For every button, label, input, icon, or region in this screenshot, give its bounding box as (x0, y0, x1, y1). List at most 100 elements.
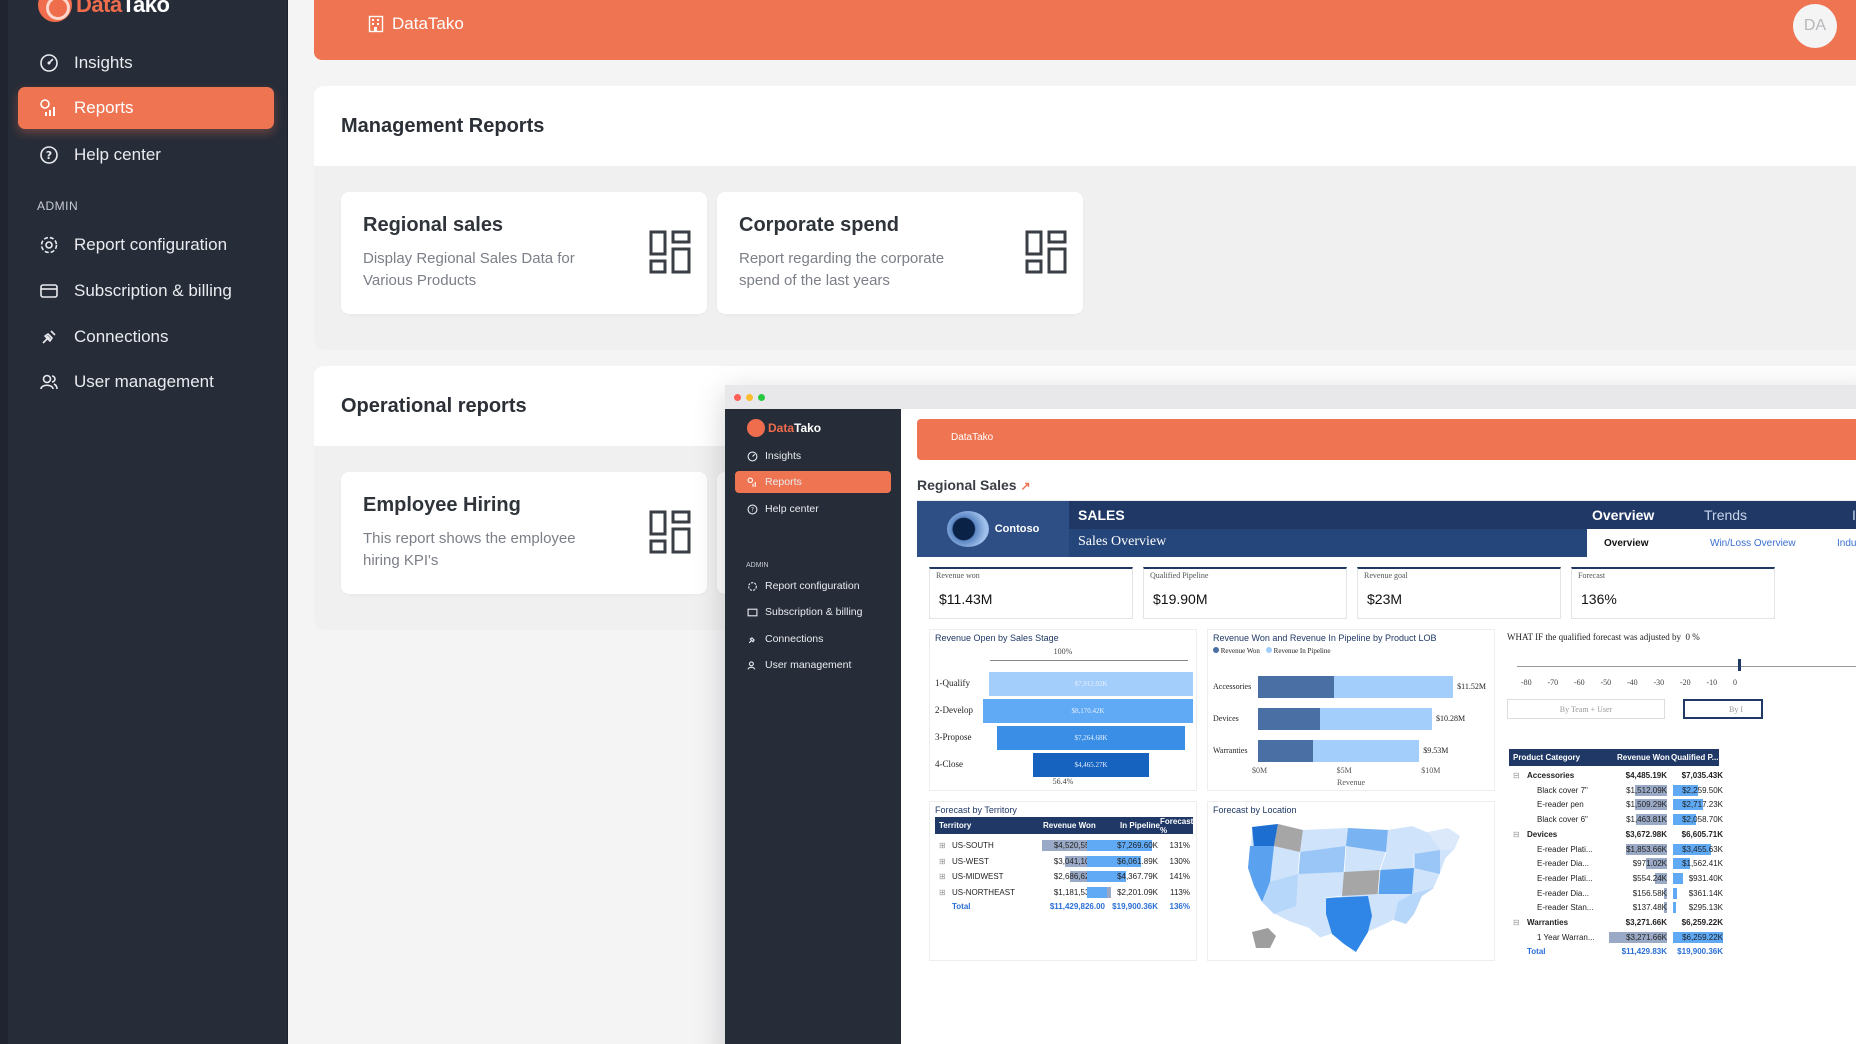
report-card-employee-hiring[interactable]: Employee Hiring This report shows the em… (341, 472, 707, 594)
sidebar-item-report-configuration[interactable]: Report configuration (18, 224, 274, 266)
nav-label: Help center (765, 503, 819, 515)
expand-icon[interactable]: ⊞ (939, 856, 946, 866)
product-category-table: Product Category Revenue Won Qualified P… (1509, 749, 1856, 961)
pbi-subtab-overview[interactable]: Overview (1604, 538, 1649, 549)
by-industry-button[interactable]: By I (1683, 699, 1763, 719)
column-header[interactable]: Revenue Won (1043, 821, 1096, 830)
card-description: Report regarding the corporate spend of … (739, 250, 945, 289)
funnel-bar[interactable]: $7,912.02K (989, 672, 1193, 696)
admin-section-label: ADMIN (37, 199, 79, 213)
close-icon[interactable] (734, 394, 741, 401)
funnel-stage-label: 3-Propose (935, 732, 972, 742)
pbi-subtab-winloss[interactable]: Win/Loss Overview (1710, 538, 1796, 549)
expand-icon[interactable]: ⊞ (939, 887, 946, 897)
product-name: Accessories (1527, 771, 1575, 780)
whatif-slider-handle[interactable] (1738, 659, 1741, 671)
won-value: $4,520,554.00 (1053, 841, 1105, 850)
collapse-icon[interactable]: ⊟ (1513, 771, 1520, 780)
preview-nav-user-management[interactable]: User management (735, 654, 891, 676)
column-header[interactable]: Product Category (1513, 753, 1581, 762)
funnel-bottom-label: 56.4% (1052, 777, 1074, 786)
preview-nav-insights[interactable]: Insights (735, 445, 891, 467)
pipeline-value: $7,269.60K (1117, 841, 1158, 850)
preview-nav-help-center[interactable]: ? Help center (735, 498, 891, 520)
column-header[interactable]: In Pipeline (1120, 821, 1161, 830)
top-bar: DataTako (314, 0, 1856, 60)
won-bar (1663, 887, 1667, 899)
sidebar-item-reports[interactable]: Reports (18, 87, 274, 129)
collapse-icon[interactable]: ⊟ (1513, 918, 1520, 927)
nav-label: Insights (765, 450, 802, 462)
pbi-tab-more[interactable]: I (1852, 507, 1856, 523)
product-name: E-reader Plati... (1537, 873, 1593, 883)
slider-tick-label: 0 (1733, 678, 1737, 687)
revenue-pipeline-bar[interactable] (1333, 676, 1454, 698)
logo[interactable]: DataTako (38, 0, 170, 22)
funnel-bar[interactable]: $7,264.68K (997, 726, 1185, 750)
revenue-pipeline-bar[interactable] (1320, 708, 1432, 730)
product-name: E-reader Plati... (1537, 844, 1593, 854)
report-card-corporate-spend[interactable]: Corporate spend Report regarding the cor… (717, 192, 1083, 314)
minimize-icon[interactable] (746, 394, 753, 401)
preview-nav-connections[interactable]: Connections (735, 628, 891, 650)
dashboard-icon (649, 510, 691, 554)
won-value: $1,512.09K (1626, 785, 1667, 795)
org-switcher[interactable]: DataTako (368, 14, 464, 34)
org-name: DataTako (392, 14, 464, 33)
avatar[interactable]: DA (1793, 4, 1837, 48)
us-map[interactable] (1208, 802, 1496, 962)
gauge-icon (746, 450, 758, 462)
by-team-user-button[interactable]: By Team + User (1507, 699, 1665, 719)
column-header[interactable]: Revenue Won (1617, 753, 1670, 762)
revenue-won-bar[interactable] (1258, 740, 1314, 762)
preview-org-name: DataTako (951, 432, 994, 443)
column-header[interactable]: Qualified P... (1671, 753, 1719, 762)
kpi-card: Revenue goal $23M (1357, 567, 1561, 619)
won-value: $11,429.83K (1621, 947, 1667, 957)
preview-nav-report-configuration[interactable]: Report configuration (735, 575, 891, 597)
pbi-header: Contoso SALES Sales Overview Overview Tr… (917, 501, 1856, 557)
preview-nav-subscription-billing[interactable]: Subscription & billing (735, 601, 891, 623)
slider-tick-label: -10 (1706, 678, 1718, 687)
revenue-won-bar[interactable] (1258, 676, 1334, 698)
card-icon (746, 606, 758, 618)
sidebar-edge (0, 0, 8, 1044)
help-icon: ? (38, 144, 60, 166)
funnel-bar[interactable]: $8,170.42K (982, 699, 1194, 723)
revenue-won-bar[interactable] (1258, 708, 1321, 730)
card-title: Corporate spend (739, 214, 900, 236)
nav-label: User management (765, 659, 852, 671)
won-bar (1635, 784, 1667, 796)
plug-icon (746, 633, 758, 645)
sidebar-item-insights[interactable]: Insights (18, 42, 274, 84)
column-header[interactable]: Territory (939, 821, 972, 830)
column-header[interactable]: Forecast % (1160, 816, 1194, 835)
pipeline-value: $6,605.71K (1681, 829, 1723, 839)
sidebar-item-connections[interactable]: Connections (18, 316, 274, 358)
revenue-pipeline-bar[interactable] (1313, 740, 1420, 762)
sidebar-item-user-management[interactable]: User management (18, 361, 274, 403)
expand-icon[interactable]: ⊞ (939, 872, 946, 881)
sidebar-item-help-center[interactable]: ? Help center (18, 134, 274, 176)
pbi-tab-trends[interactable]: Trends (1704, 507, 1748, 523)
lob-category-label: Devices (1213, 714, 1239, 723)
kpi-card: Revenue won $11.43M (929, 567, 1133, 619)
preview-report-title: Regional Sales ↗ (917, 477, 1031, 493)
collapse-icon[interactable]: ⊟ (1513, 829, 1520, 839)
maximize-icon[interactable] (758, 394, 765, 401)
product-name: E-reader Dia... (1537, 888, 1590, 898)
external-link-icon[interactable]: ↗ (1020, 479, 1031, 493)
report-card-regional-sales[interactable]: Regional sales Display Regional Sales Da… (341, 192, 707, 314)
chart-icon (746, 476, 758, 488)
funnel-guide-line (990, 660, 1188, 661)
pipeline-value: $931.40K (1688, 873, 1723, 883)
logo-icon (38, 0, 72, 22)
territory-name: US-MIDWEST (952, 872, 1004, 881)
funnel-bar[interactable]: $4,465.27K (1033, 753, 1149, 777)
pbi-tab-overview[interactable]: Overview (1592, 507, 1655, 523)
whatif-slider-track[interactable] (1517, 666, 1856, 667)
pbi-subtab-industry[interactable]: Indu (1837, 538, 1856, 549)
expand-icon[interactable]: ⊞ (939, 841, 946, 850)
sidebar-item-subscription-billing[interactable]: Subscription & billing (18, 270, 274, 312)
preview-nav-reports[interactable]: Reports (735, 471, 891, 493)
